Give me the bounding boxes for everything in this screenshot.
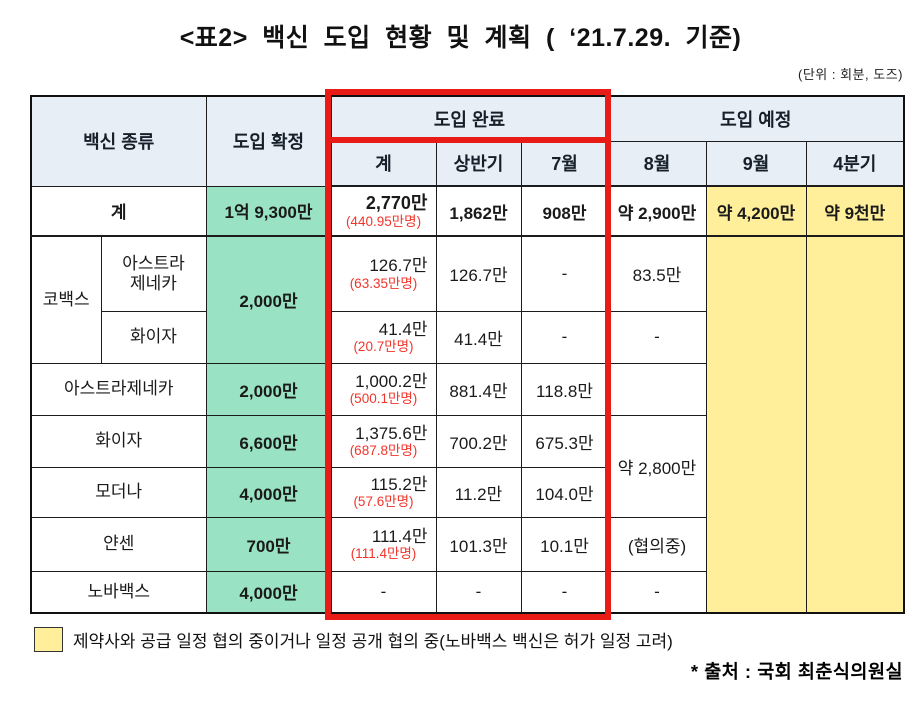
total-q4: 약 9천만 — [805, 185, 905, 237]
row-astrazeneca: 아스트라제네카 2,000만 1,000.2만 (500.1만명) 881.4만… — [30, 362, 904, 416]
covax-pfizer-completed-persons: (20.7만명) — [353, 339, 414, 355]
page-title: <표2> 백신 도입 현황 및 계획 ( ‘21.7.29. 기준) — [179, 24, 742, 52]
covax-az-august: 83.5만 — [607, 235, 707, 312]
pfizer-confirmed: 6,600만 — [205, 414, 332, 468]
moderna-label: 모더나 — [30, 466, 207, 518]
pfizer-completed-value: 1,375.6만 — [355, 423, 428, 443]
covax-az-first-half: 126.7만 — [435, 235, 522, 312]
header-first-half: 상반기 — [435, 140, 522, 187]
novavax-july: - — [520, 570, 609, 614]
covax-confirmed: 2,000만 — [205, 235, 332, 364]
header-vaccine-type: 백신 종류 — [30, 95, 207, 187]
legend-text: 제약사와 공급 일정 협의 중이거나 일정 공개 협의 중(노바백스 백신은 허… — [73, 632, 673, 651]
covax-az-completed: 126.7만 (63.35만명) — [330, 235, 437, 312]
novavax-august: - — [607, 570, 707, 614]
q4-pending-cell — [805, 235, 905, 614]
header-completed-total: 계 — [330, 140, 437, 187]
total-completed-value: 2,770만 — [365, 193, 428, 214]
header-row-groups: 백신 종류 도입 확정 도입 완료 도입 예정 — [30, 95, 905, 187]
covax-pfizer-first-half: 41.4만 — [435, 310, 522, 364]
header-september: 9월 — [705, 140, 807, 187]
covax-pfizer-completed: 41.4만 (20.7만명) — [330, 310, 437, 364]
covax-az-completed-value: 126.7만 — [369, 256, 428, 276]
janssen-completed-persons: (111.4만명) — [350, 546, 417, 562]
source-note: * 출처 : 국회 최춘식의원실 — [690, 661, 903, 682]
september-pending-cell — [705, 235, 807, 614]
covax-pfizer-completed-value: 41.4만 — [378, 319, 428, 339]
az-july: 118.8만 — [520, 362, 609, 416]
covax-group-label: 코백스 — [30, 235, 102, 364]
total-confirmed: 1억 9,300만 — [205, 185, 332, 237]
az-august — [607, 362, 707, 416]
az-completed: 1,000.2만 (500.1만명) — [330, 362, 437, 416]
covax-az-completed-persons: (63.35만명) — [349, 275, 418, 291]
janssen-completed: 111.4만 (111.4만명) — [330, 516, 437, 572]
header-q4: 4분기 — [805, 140, 905, 187]
novavax-label: 노바백스 — [30, 570, 207, 614]
unit-note: (단위 : 회분, 도즈) — [798, 67, 903, 82]
janssen-label: 얀센 — [30, 516, 207, 572]
pfizer-moderna-august: 약 2,800만 — [607, 414, 707, 518]
row-novavax: 노바백스 4,000만 - - - - — [30, 570, 904, 614]
row-janssen: 얀센 700만 111.4만 (111.4만명) 101.3만 10.1만 (협… — [30, 516, 904, 572]
janssen-completed-value: 111.4만 — [371, 526, 428, 546]
moderna-completed: 115.2만 (57.6만명) — [330, 466, 437, 518]
total-completed-persons: (440.95만명) — [345, 213, 422, 229]
row-total: 계 1억 9,300만 2,770만 (440.95만명) 1,862만 908… — [30, 185, 905, 237]
moderna-first-half: 11.2만 — [435, 466, 522, 518]
pfizer-completed-persons: (687.8만명) — [349, 443, 418, 459]
total-label: 계 — [30, 185, 207, 237]
moderna-completed-value: 115.2만 — [370, 474, 428, 494]
pfizer-completed: 1,375.6만 (687.8만명) — [330, 414, 437, 468]
moderna-july: 104.0만 — [520, 466, 609, 518]
header-july: 7월 — [520, 140, 609, 187]
moderna-confirmed: 4,000만 — [205, 466, 332, 518]
header-planned: 도입 예정 — [607, 95, 905, 142]
legend: 제약사와 공급 일정 협의 중이거나 일정 공개 협의 중(노바백스 백신은 허… — [34, 627, 673, 652]
yellow-legend-swatch-icon — [34, 627, 63, 652]
novavax-first-half: - — [435, 570, 522, 614]
covax-az-label: 아스트라 제네카 — [100, 235, 207, 312]
total-july: 908만 — [520, 185, 609, 237]
header-completed: 도입 완료 — [330, 95, 609, 142]
az-label: 아스트라제네카 — [30, 362, 207, 416]
novavax-completed: - — [330, 570, 437, 614]
az-completed-persons: (500.1만명) — [349, 391, 418, 407]
covax-pfizer-august: - — [607, 310, 707, 364]
pfizer-july: 675.3만 — [520, 414, 609, 468]
az-first-half: 881.4만 — [435, 362, 522, 416]
covax-pfizer-july: - — [520, 310, 609, 364]
header-row-sub: 계 상반기 7월 8월 9월 4분기 — [31, 140, 905, 187]
janssen-july: 10.1만 — [520, 516, 609, 572]
az-completed-value: 1,000.2만 — [355, 371, 428, 391]
row-moderna: 모더나 4,000만 115.2만 (57.6만명) 11.2만 104.0만 — [30, 466, 904, 518]
total-september: 약 4,200만 — [705, 185, 807, 237]
header-confirmed: 도입 확정 — [205, 95, 332, 187]
vaccine-import-table: 백신 종류 도입 확정 도입 완료 도입 예정 계 상반기 7월 8월 9월 4… — [30, 95, 906, 614]
total-first-half: 1,862만 — [435, 185, 522, 237]
moderna-completed-persons: (57.6만명) — [353, 494, 414, 510]
pfizer-label: 화이자 — [30, 414, 207, 468]
pfizer-first-half: 700.2만 — [435, 414, 522, 468]
header-august: 8월 — [607, 140, 707, 187]
novavax-confirmed: 4,000만 — [205, 570, 332, 614]
az-confirmed: 2,000만 — [205, 362, 332, 416]
janssen-confirmed: 700만 — [205, 516, 332, 572]
janssen-august: (협의중) — [607, 516, 707, 572]
total-completed: 2,770만 (440.95만명) — [330, 185, 437, 237]
total-august: 약 2,900만 — [607, 185, 707, 237]
covax-az-july: - — [520, 235, 609, 312]
janssen-first-half: 101.3만 — [435, 516, 522, 572]
covax-pfizer-label: 화이자 — [100, 310, 207, 364]
row-covax-astrazeneca: 코백스 아스트라 제네카 2,000만 126.7만 (63.35만명) 126… — [30, 235, 905, 614]
